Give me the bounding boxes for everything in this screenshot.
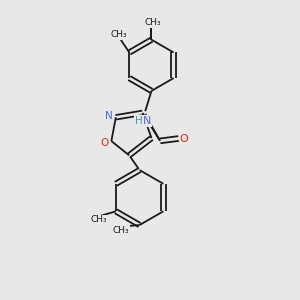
Text: CH₃: CH₃: [90, 215, 107, 224]
Text: H: H: [134, 116, 142, 126]
Text: CH₃: CH₃: [110, 30, 127, 39]
Text: CH₃: CH₃: [112, 226, 129, 235]
Text: N: N: [105, 111, 113, 121]
Text: N: N: [143, 116, 152, 126]
Text: CH₃: CH₃: [145, 18, 161, 27]
Text: O: O: [179, 134, 188, 143]
Text: O: O: [101, 138, 109, 148]
